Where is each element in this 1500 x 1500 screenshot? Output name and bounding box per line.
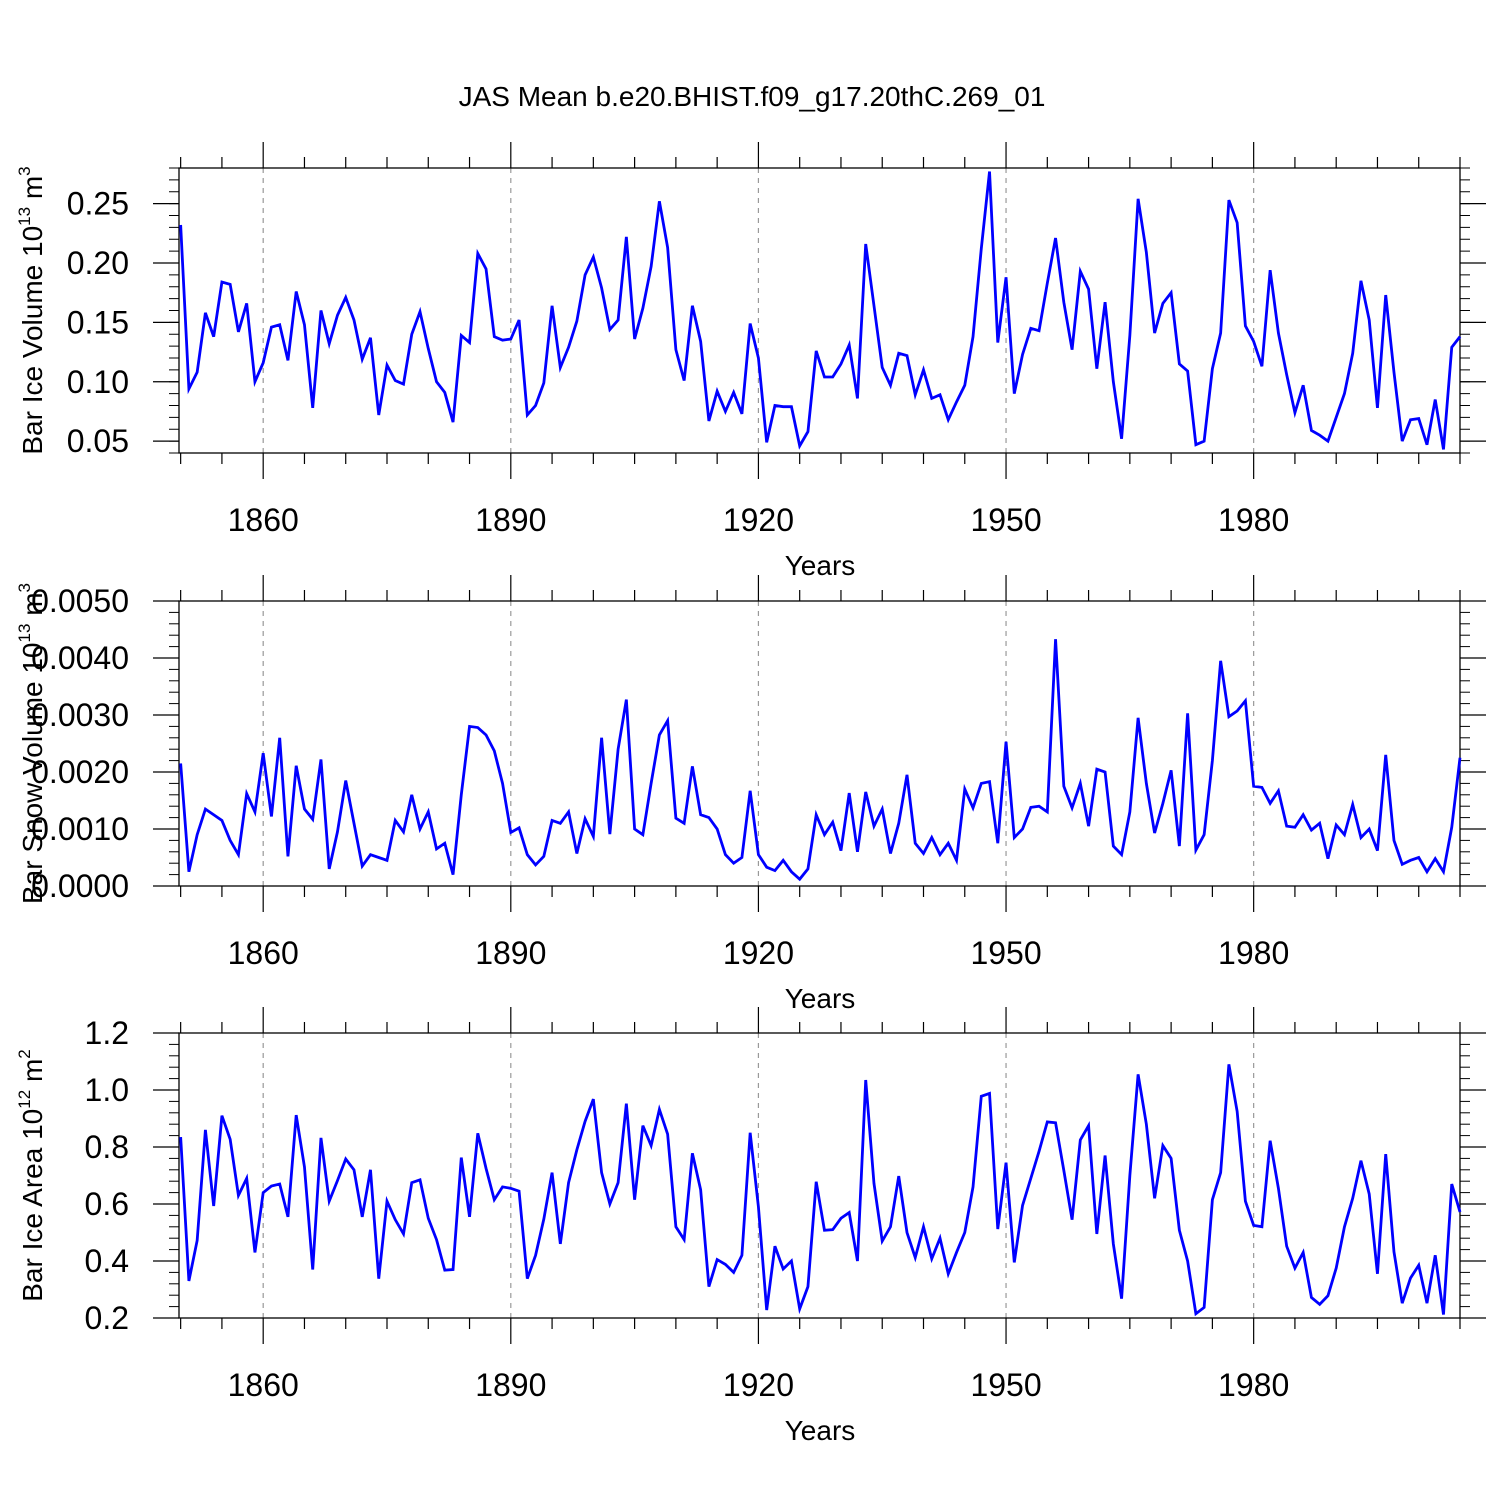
y-tick-label: 0.4 <box>85 1243 129 1279</box>
y-axis-label-part: m <box>17 592 48 623</box>
x-tick-label: 1860 <box>228 1367 299 1403</box>
y-tick-label: 0.15 <box>67 304 129 340</box>
y-tick-label: 0.0050 <box>31 583 129 619</box>
x-tick-label: 1920 <box>723 1367 794 1403</box>
x-tick-label: 1890 <box>475 935 546 971</box>
plot-frame <box>178 167 1461 454</box>
y-tick-label: 0.2 <box>85 1300 129 1336</box>
y-tick-label: 0.20 <box>67 245 129 281</box>
x-axis-label: Years <box>785 983 856 1014</box>
y-axis-label-superscript: 12 <box>15 1090 34 1109</box>
data-series-line <box>179 639 1462 882</box>
y-axis-label-superscript: 3 <box>15 583 34 592</box>
y-tick-label: 1.2 <box>85 1015 129 1051</box>
y-axis-label-part: Bar Ice Area 10 <box>17 1109 48 1302</box>
x-tick-label: 1980 <box>1218 935 1289 971</box>
chart-title: JAS Mean b.e20.BHIST.f09_g17.20thC.269_0… <box>459 81 1046 112</box>
panel-1: 0.05 0.10 0.15 0.20 0.25 1860 1890 1920 1950 1980… <box>15 142 1486 581</box>
plot-frame <box>178 1032 1461 1319</box>
x-axis-label: Years <box>785 550 856 581</box>
y-tick-label: 0.10 <box>67 364 129 400</box>
panel-3: 0.2 0.4 0.6 0.8 1.0 1.2 1860 1890 1920 1950 1980 Ye… <box>15 1007 1486 1446</box>
x-tick-label: 1920 <box>723 502 794 538</box>
y-axis-label-part: Bar Snow Volume 10 <box>17 643 48 905</box>
y-tick-label: 1.0 <box>85 1072 129 1108</box>
y-axis-label-superscript: 2 <box>15 1049 34 1058</box>
x-tick-label: 1950 <box>970 935 1041 971</box>
y-axis-label: Bar Snow Volume 1013 m3 <box>15 583 48 904</box>
y-axis-label-superscript: 3 <box>15 166 34 175</box>
data-series-line <box>179 1064 1462 1317</box>
y-tick-label: 0.0010 <box>31 811 129 847</box>
data-series-line <box>179 171 1462 450</box>
x-tick-label: 1860 <box>228 502 299 538</box>
y-axis-label-part: m <box>17 176 48 207</box>
y-axis-label-superscript: 13 <box>15 207 34 226</box>
y-tick-label: 0.0030 <box>31 697 129 733</box>
x-tick-label: 1980 <box>1218 502 1289 538</box>
y-tick-label: 0.0000 <box>31 868 129 904</box>
x-tick-label: 1980 <box>1218 1367 1289 1403</box>
x-tick-label: 1890 <box>475 502 546 538</box>
x-axis-label: Years <box>785 1415 856 1446</box>
y-axis-label-part: Bar Ice Volume 10 <box>17 226 48 455</box>
y-axis-label-part: m <box>17 1059 48 1090</box>
y-tick-label: 0.6 <box>85 1186 129 1222</box>
x-tick-label: 1950 <box>970 502 1041 538</box>
y-tick-label: 0.0040 <box>31 640 129 676</box>
y-tick-label: 0.0020 <box>31 754 129 790</box>
y-axis-label: Bar Ice Area 1012 m2 <box>15 1049 48 1302</box>
x-tick-label: 1950 <box>970 1367 1041 1403</box>
x-tick-label: 1860 <box>228 935 299 971</box>
y-axis-label: Bar Ice Volume 1013 m3 <box>15 166 48 454</box>
y-tick-label: 0.05 <box>67 423 129 459</box>
panel-2: 0.0000 0.0010 0.0020 0.0030 0.0040 0.0050 1860… <box>15 575 1486 1014</box>
y-axis-label-superscript: 13 <box>15 624 34 643</box>
x-tick-label: 1890 <box>475 1367 546 1403</box>
y-tick-label: 0.25 <box>67 186 129 222</box>
x-tick-label: 1920 <box>723 935 794 971</box>
y-tick-label: 0.8 <box>85 1129 129 1165</box>
plot-frame <box>178 600 1461 887</box>
